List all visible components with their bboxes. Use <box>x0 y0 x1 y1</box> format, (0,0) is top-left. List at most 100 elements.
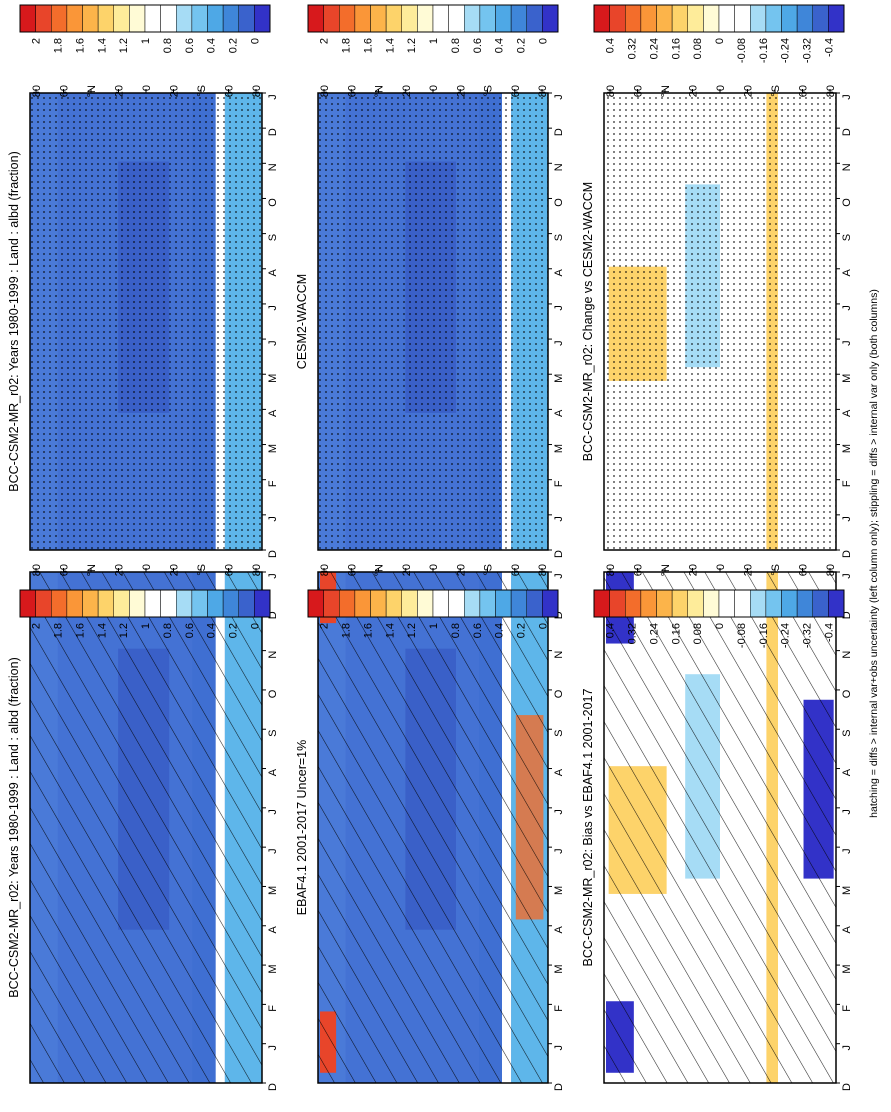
colorbar-swatch <box>176 589 193 618</box>
colorbar-swatch <box>718 4 735 33</box>
colorbar-swatch <box>238 589 255 618</box>
month-tick-label: J <box>267 305 279 311</box>
colorbar-label: 1 <box>140 623 152 629</box>
month-tick-label: O <box>267 198 279 207</box>
colorbar-swatch <box>191 589 208 618</box>
month-tick-label: M <box>553 886 565 895</box>
month-tick-label: D <box>553 611 565 619</box>
month-tick-label: M <box>267 374 279 383</box>
lat-tick-label: 60 <box>59 85 71 97</box>
colorbar-swatch <box>812 4 829 33</box>
lat-tick-label: 80 <box>319 85 331 97</box>
colorbar-label: 0.24 <box>648 38 660 59</box>
lat-tick-label: 60 <box>59 564 71 576</box>
colorbar-swatch <box>718 589 735 618</box>
colorbar-swatch <box>339 589 356 618</box>
month-tick-label: M <box>553 374 565 383</box>
lat-tick-label: °N <box>86 564 98 576</box>
colorbar-label: 0.16 <box>670 38 682 59</box>
panel-title: BCC-CSM2-MR_r02: Years 1980-1999 : Land … <box>7 151 21 491</box>
month-tick-label: M <box>267 886 279 895</box>
colorbar-swatch <box>417 4 434 33</box>
colorbar-swatch <box>625 4 642 33</box>
month-tick-label: M <box>553 444 565 453</box>
month-tick-label: D <box>553 1083 565 1091</box>
colorbar-swatch <box>609 589 626 618</box>
colorbar-label: 0.4 <box>605 38 617 53</box>
colorbar-label: 0.6 <box>184 623 196 638</box>
colorbar-swatch <box>656 4 673 33</box>
month-tick-label: S <box>267 234 279 241</box>
colorbar-swatch <box>526 4 543 33</box>
lat-tick-label: 20 <box>688 564 700 576</box>
lat-tick-label: 0 <box>428 564 440 570</box>
colorbar-label: 1.2 <box>406 623 418 638</box>
colorbar-label: 0 <box>249 623 261 629</box>
colorbar-label: 1.8 <box>341 623 353 638</box>
colorbar-label: -0.24 <box>780 38 792 63</box>
month-tick-label: J <box>267 848 279 854</box>
lat-tick-label: 80 <box>319 564 331 576</box>
colorbar-label: 1.8 <box>53 38 65 53</box>
colorbar-swatch <box>765 4 782 33</box>
colorbar-label: 0.4 <box>605 623 617 638</box>
colorbar-label: 1.2 <box>118 38 130 53</box>
colorbar-swatch <box>19 589 36 618</box>
colorbar-swatch <box>113 589 130 618</box>
significance-pattern <box>318 572 548 1083</box>
colorbar-swatch <box>510 589 527 618</box>
lat-tick-label: 60 <box>346 85 358 97</box>
colorbar-swatch <box>97 589 114 618</box>
month-tick-label: F <box>553 1005 565 1012</box>
month-tick-label: A <box>267 268 279 276</box>
colorbar-label: 0.8 <box>162 38 174 53</box>
month-tick-label: N <box>267 651 279 659</box>
colorbar-label: 1 <box>140 38 152 44</box>
colorbar-swatch <box>129 589 146 618</box>
significance-pattern <box>30 93 262 550</box>
colorbar-swatch <box>144 4 161 33</box>
colorbar-label: 1 <box>428 38 440 44</box>
colorbar-swatch <box>238 4 255 33</box>
month-tick-label: M <box>267 964 279 973</box>
month-tick-label: J <box>553 1045 565 1051</box>
month-tick-label: D <box>841 611 853 619</box>
lat-tick-label: 0 <box>141 85 153 91</box>
colorbar-label: -0.08 <box>736 38 748 63</box>
month-tick-label: D <box>841 1083 853 1091</box>
month-tick-label: A <box>841 925 853 933</box>
colorbar-swatch <box>339 4 356 33</box>
colorbar-swatch <box>495 4 512 33</box>
month-tick-label: D <box>267 611 279 619</box>
colorbar-label: 1.8 <box>341 38 353 53</box>
lat-tick-label: 60 <box>510 85 522 97</box>
colorbar-swatch <box>495 589 512 618</box>
colorbar-swatch <box>448 589 465 618</box>
lat-tick-label: 60 <box>224 85 236 97</box>
colorbar-swatch <box>370 4 387 33</box>
colorbar-swatch <box>781 589 798 618</box>
month-tick-label: M <box>553 964 565 973</box>
colorbar-label: 1.6 <box>74 38 86 53</box>
colorbar-swatch <box>609 4 626 33</box>
colorbar-swatch <box>19 4 36 33</box>
lat-tick-label: 60 <box>224 564 236 576</box>
colorbar-swatch <box>703 4 720 33</box>
lat-tick-label: °S <box>483 85 495 97</box>
colorbar-swatch <box>207 4 224 33</box>
month-tick-label: A <box>267 409 279 417</box>
month-tick-label: A <box>267 925 279 933</box>
colorbar-swatch <box>113 4 130 33</box>
month-tick-label: J <box>841 305 853 311</box>
lat-tick-label: 80 <box>825 564 837 576</box>
month-tick-label: M <box>841 886 853 895</box>
month-tick-label: A <box>841 268 853 276</box>
colorbar-swatch <box>417 589 434 618</box>
colorbar-swatch <box>542 4 559 33</box>
lat-tick-label: 80 <box>537 564 549 576</box>
colorbar-swatch <box>354 589 371 618</box>
lat-tick-label: °S <box>196 85 208 97</box>
colorbar-swatch <box>734 4 751 33</box>
month-tick-label: M <box>841 444 853 453</box>
